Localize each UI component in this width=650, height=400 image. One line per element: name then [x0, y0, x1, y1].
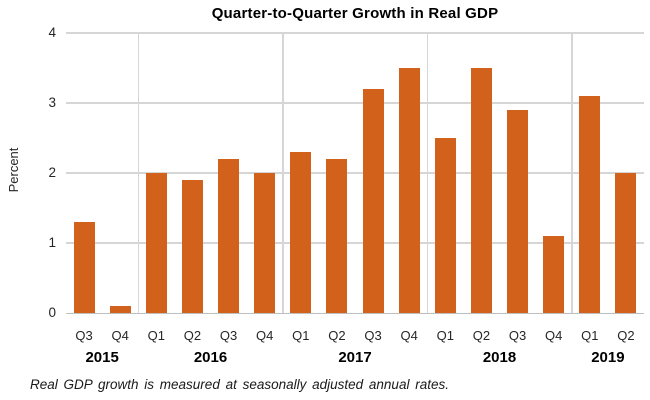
year-label-2018: 2018: [482, 349, 517, 366]
bar-2015-Q4: [109, 306, 131, 313]
y-tick-label-2: 2: [48, 165, 56, 180]
y-tick-label-3: 3: [48, 95, 56, 110]
x-tick-label-2016-Q4: Q4: [256, 328, 274, 343]
gridline-3: [66, 102, 644, 104]
bar-2015-Q3: [73, 222, 95, 313]
x-tick-label-2016-Q1: Q1: [147, 328, 165, 343]
bar-2018-Q1: [434, 138, 456, 313]
bar-2016-Q2: [181, 180, 203, 313]
bar-2018-Q4: [543, 236, 565, 313]
chart-footnote: Real GDP growth is measured at seasonall…: [30, 377, 449, 392]
year-separator-2017: [282, 33, 284, 313]
gridline-4: [66, 32, 644, 34]
bar-2017-Q3: [362, 89, 384, 313]
year-separator-2019: [571, 33, 573, 313]
x-tick-label-2016-Q3: Q3: [219, 328, 238, 343]
x-tick-label-2016-Q2: Q2: [183, 328, 202, 343]
gridline-2: [66, 172, 644, 174]
bar-2016-Q3: [218, 159, 240, 313]
x-tick-label-2015-Q4: Q4: [111, 328, 129, 343]
x-tick-label-2018-Q1: Q1: [436, 328, 454, 343]
x-tick-label-2017-Q1: Q1: [292, 328, 310, 343]
y-tick-label-4: 4: [48, 25, 56, 40]
bar-2019-Q2: [615, 173, 637, 313]
year-label-2016: 2016: [193, 349, 228, 366]
bar-2018-Q2: [470, 68, 492, 313]
x-tick-label-2018-Q3: Q3: [508, 328, 527, 343]
y-axis-title: Percent: [6, 147, 21, 193]
bar-2018-Q3: [507, 110, 529, 313]
y-tick-label-1: 1: [48, 235, 56, 250]
bar-2016-Q4: [254, 173, 276, 313]
bar-2017-Q4: [398, 68, 420, 313]
x-tick-label-2019-Q2: Q2: [617, 328, 635, 343]
x-tick-label-2017-Q3: Q3: [364, 328, 382, 343]
chart-title: Quarter-to-Quarter Growth in Real GDP: [211, 5, 499, 22]
y-tick-label-0: 0: [48, 305, 56, 320]
bar-2017-Q1: [290, 152, 312, 313]
bar-2016-Q1: [145, 173, 167, 313]
year-separator-2018: [426, 33, 428, 313]
x-tick-label-2017-Q2: Q2: [328, 328, 346, 343]
gridline-1: [66, 242, 644, 244]
x-tick-label-2018-Q4: Q4: [545, 328, 563, 343]
x-tick-label-2017-Q4: Q4: [400, 328, 418, 343]
bar-2019-Q1: [579, 96, 601, 313]
x-tick-label-2015-Q3: Q3: [75, 328, 93, 343]
x-tick-label-2019-Q1: Q1: [581, 328, 599, 343]
year-label-2015: 2015: [85, 349, 119, 366]
plot-area: [66, 32, 644, 314]
year-separator-2016: [137, 33, 139, 313]
bar-2017-Q2: [326, 159, 348, 313]
year-label-2017: 2017: [338, 349, 372, 366]
x-tick-label-2018-Q2: Q2: [472, 328, 491, 343]
year-label-2019: 2019: [591, 349, 625, 366]
